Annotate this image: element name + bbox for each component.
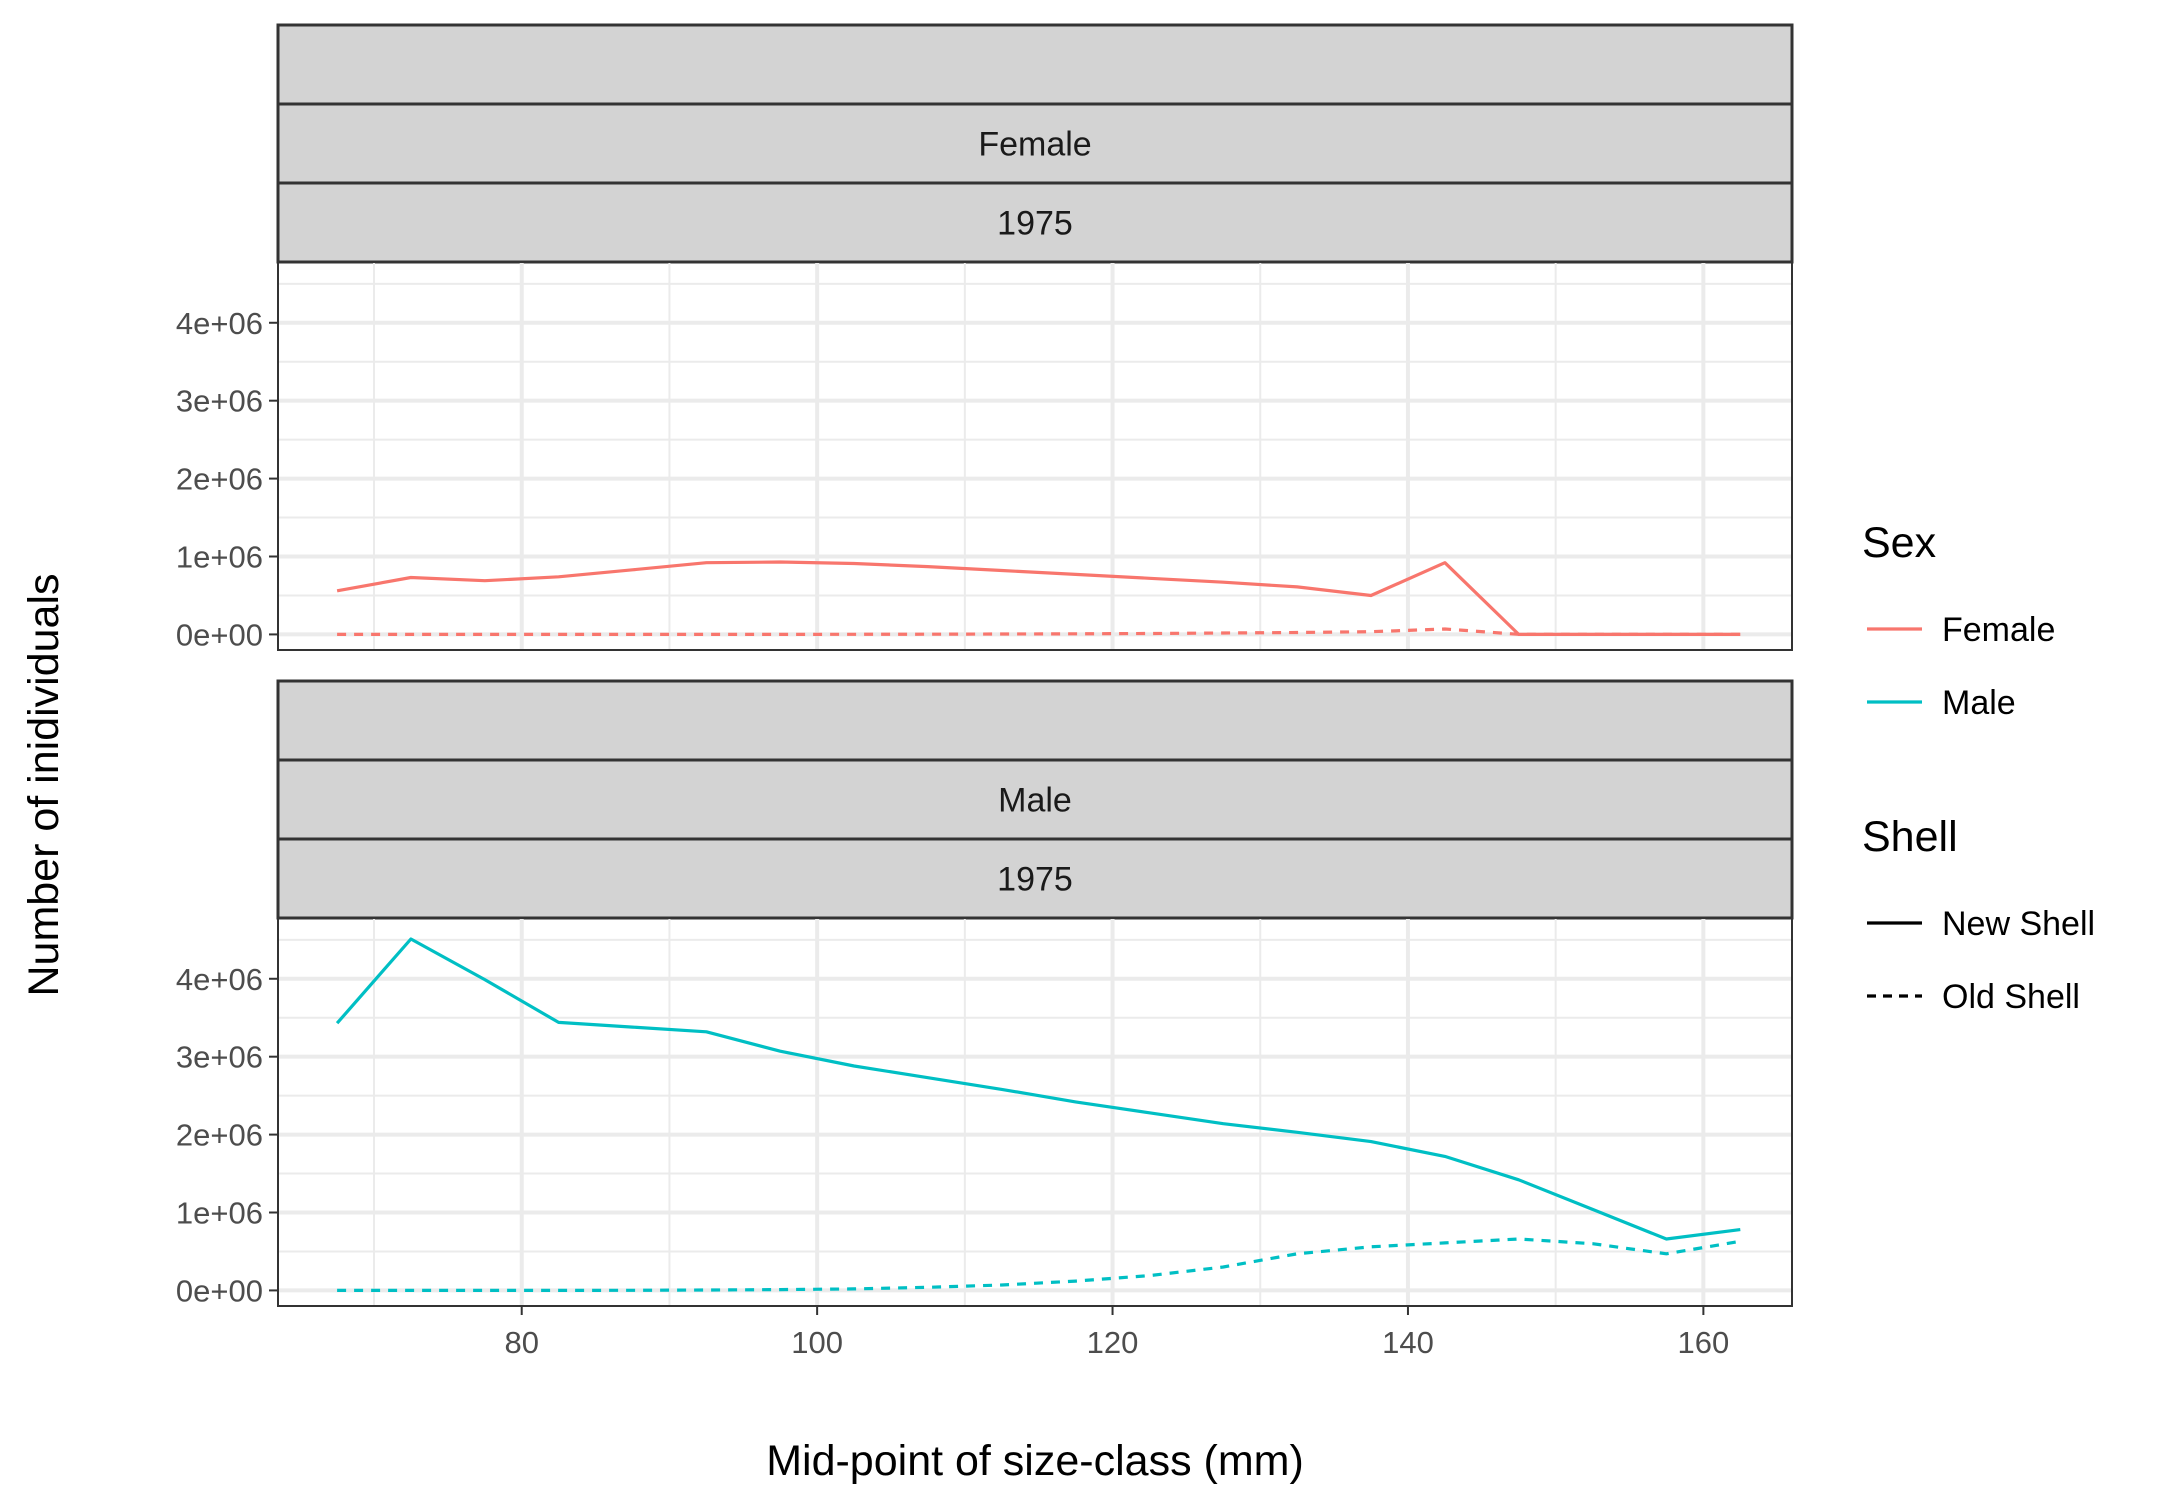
x-axis-title: Mid-point of size-class (mm) bbox=[766, 1437, 1304, 1485]
series-line-female-new-shell bbox=[336, 560, 1741, 637]
facet-strip bbox=[276, 837, 1794, 920]
y-tick-label: 1e+06 bbox=[176, 540, 263, 575]
series-line-female-old-shell bbox=[337, 627, 1741, 637]
series-group bbox=[336, 560, 1741, 637]
panel-border bbox=[277, 917, 1793, 1307]
legend-label: New Shell bbox=[1942, 905, 2095, 943]
legend-label: Female bbox=[1942, 611, 2055, 649]
y-tick-label: 4e+06 bbox=[176, 306, 263, 341]
legend-shell: Shell New Shell Old Shell bbox=[1862, 813, 2095, 1016]
facet-strip-label: Female bbox=[978, 126, 1091, 164]
legend-title: Shell bbox=[1862, 813, 1958, 861]
y-tick-label: 0e+00 bbox=[176, 1273, 263, 1308]
legend-label: Male bbox=[1942, 684, 2016, 722]
y-tick-label: 3e+06 bbox=[176, 384, 263, 419]
x-tick-label: 160 bbox=[1678, 1325, 1730, 1360]
legend-title: Sex bbox=[1862, 519, 1937, 567]
x-tick-label: 100 bbox=[791, 1325, 843, 1360]
y-tick-label: 3e+06 bbox=[176, 1040, 263, 1075]
x-tick-label: 80 bbox=[504, 1325, 538, 1360]
y-tick-label: 4e+06 bbox=[176, 962, 263, 997]
series-group bbox=[335, 937, 1741, 1293]
facet-strip-label: 1975 bbox=[997, 861, 1073, 899]
facet-strip bbox=[276, 679, 1794, 762]
panel-male: Male 1975 0e+00 1e+06 2e+06 3e+06 4e+06 80 100 12… bbox=[176, 679, 1794, 1360]
facet-strip bbox=[276, 23, 1794, 106]
y-tick-label: 2e+06 bbox=[176, 1118, 263, 1153]
legend: Sex Female Male Shell New Shell Old Shell bbox=[1862, 519, 2095, 1016]
legend-label: Old Shell bbox=[1942, 978, 2080, 1016]
facet-strip bbox=[276, 181, 1794, 264]
x-tick-label: 140 bbox=[1382, 1325, 1434, 1360]
facet-strip-label: 1975 bbox=[997, 205, 1073, 243]
facet-strip bbox=[276, 102, 1794, 185]
series-line-male-new-shell bbox=[335, 937, 1741, 1241]
y-tick-label: 2e+06 bbox=[176, 462, 263, 497]
panel-border bbox=[277, 261, 1793, 651]
panel-female: Female 1975 0e+00 1e+06 2e+06 3e+06 4e+06 bbox=[176, 23, 1794, 652]
legend-sex: Sex Female Male bbox=[1862, 519, 2055, 722]
y-tick-label: 0e+00 bbox=[176, 617, 263, 652]
y-axis-title: Number of inidividuals bbox=[20, 573, 68, 996]
y-tick-label: 1e+06 bbox=[176, 1196, 263, 1231]
facet-panels: Female 1975 0e+00 1e+06 2e+06 3e+06 4e+06 Male 1… bbox=[176, 23, 1794, 1360]
x-tick-label: 120 bbox=[1087, 1325, 1139, 1360]
series-line-male-old-shell bbox=[337, 1237, 1741, 1293]
facet-strip-label: Male bbox=[998, 782, 1072, 820]
